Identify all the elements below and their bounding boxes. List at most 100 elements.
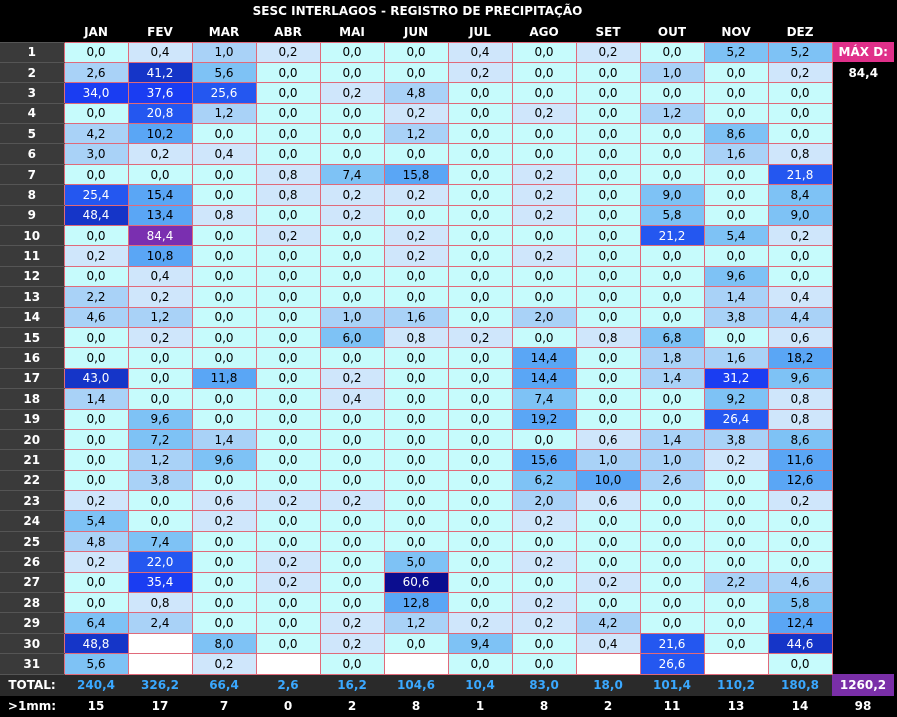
value-cell: 0,2 bbox=[511, 184, 577, 206]
value-cell: 9,4 bbox=[447, 632, 513, 655]
value-cell: 0,6 bbox=[575, 428, 641, 451]
value-cell bbox=[575, 653, 641, 675]
table-row: 28 0,0 0,8 0,0 0,0 0,0 12,8 0,0 0,2 0,0 0,0 0,0 5,8 bbox=[0, 592, 894, 614]
value-cell: 0,2 bbox=[63, 490, 129, 512]
value-cell: 0,0 bbox=[319, 530, 385, 553]
side-empty bbox=[832, 449, 894, 471]
value-cell: 0,0 bbox=[575, 530, 641, 553]
value-cell: 0,2 bbox=[447, 61, 513, 84]
table-row: 13 2,2 0,2 0,0 0,0 0,0 0,0 0,0 0,0 0,0 0,0 1,4 0,4 bbox=[0, 286, 894, 308]
value-cell: 3,0 bbox=[63, 143, 129, 165]
table-row: 31 5,6 0,2 0,0 0,0 0,0 26,6 0,0 bbox=[0, 653, 894, 675]
max-day-label: MÁX D: bbox=[832, 42, 894, 63]
value-cell: 7,4 bbox=[511, 388, 577, 410]
day-label: 10 bbox=[0, 225, 64, 247]
totals-row: TOTAL: 240,4 326,2 66,4 2,6 16,2 104,6 10,4 83,0… bbox=[0, 674, 894, 697]
value-cell: 1,2 bbox=[127, 449, 193, 471]
value-cell: 0,0 bbox=[191, 469, 257, 492]
count-cell: 11 bbox=[640, 696, 704, 717]
side-empty bbox=[832, 327, 894, 348]
value-cell: 0,0 bbox=[447, 204, 513, 227]
value-cell: 0,2 bbox=[575, 571, 641, 594]
value-cell: 21,6 bbox=[639, 632, 705, 655]
total-cell: 104,6 bbox=[384, 674, 448, 697]
day-label: 29 bbox=[0, 612, 64, 634]
value-cell: 8,6 bbox=[767, 428, 833, 451]
value-cell: 0,0 bbox=[127, 367, 193, 390]
value-cell: 0,0 bbox=[639, 612, 705, 634]
value-cell: 0,0 bbox=[191, 326, 257, 349]
value-cell: 0,0 bbox=[447, 367, 513, 390]
value-cell: 0,2 bbox=[191, 510, 257, 532]
value-cell: 0,0 bbox=[639, 571, 705, 594]
table-row: 17 43,0 0,0 11,8 0,0 0,2 0,0 0,0 14,4 0,0 1,4 31,2 9… bbox=[0, 367, 894, 390]
value-cell: 0,0 bbox=[319, 469, 385, 492]
value-cell: 0,0 bbox=[383, 469, 449, 492]
month-header: OUT bbox=[640, 22, 704, 42]
value-cell: 7,4 bbox=[319, 163, 385, 186]
value-cell: 4,4 bbox=[767, 306, 833, 328]
value-cell: 0,6 bbox=[191, 490, 257, 512]
value-cell: 0,0 bbox=[767, 245, 833, 267]
value-cell: 1,0 bbox=[575, 449, 641, 471]
value-cell: 0,0 bbox=[191, 612, 257, 634]
value-cell: 0,0 bbox=[255, 102, 321, 125]
side-empty bbox=[832, 490, 894, 511]
day-label: 12 bbox=[0, 266, 64, 288]
value-cell: 0,0 bbox=[511, 225, 577, 247]
value-cell: 0,2 bbox=[511, 551, 577, 573]
value-cell: 0,0 bbox=[255, 123, 321, 145]
value-cell: 0,0 bbox=[319, 449, 385, 471]
value-cell: 0,0 bbox=[575, 245, 641, 267]
month-header-row: JAN FEV MAR ABR MAI JUN JUL AGO SET OUT NOV DEZ bbox=[0, 22, 894, 43]
value-cell: 0,0 bbox=[63, 428, 129, 451]
value-cell: 0,0 bbox=[767, 551, 833, 573]
value-cell: 0,0 bbox=[255, 449, 321, 471]
day-label: 24 bbox=[0, 510, 64, 532]
value-cell: 0,0 bbox=[63, 408, 129, 430]
value-cell: 0,0 bbox=[191, 306, 257, 328]
value-cell: 0,0 bbox=[447, 265, 513, 288]
value-cell: 0,0 bbox=[511, 41, 577, 63]
value-cell: 1,4 bbox=[63, 388, 129, 410]
day-label: 13 bbox=[0, 286, 64, 308]
table-row: 11 0,2 10,8 0,0 0,0 0,0 0,2 0,0 0,2 0,0 0,0 0,0 0,0 bbox=[0, 245, 894, 267]
value-cell: 0,2 bbox=[255, 225, 321, 247]
value-cell: 1,2 bbox=[383, 612, 449, 634]
value-cell: 44,6 bbox=[767, 632, 833, 655]
value-cell: 0,0 bbox=[319, 143, 385, 165]
value-cell: 0,0 bbox=[703, 551, 769, 573]
side-empty bbox=[832, 225, 894, 246]
month-header: JAN bbox=[64, 22, 128, 42]
precipitation-table: JAN FEV MAR ABR MAI JUN JUL AGO SET OUT NOV DEZ 1 0,0… bbox=[0, 22, 894, 717]
value-cell: 0,0 bbox=[191, 408, 257, 430]
value-cell: 3,8 bbox=[127, 469, 193, 492]
table-row: 5 4,2 10,2 0,0 0,0 0,0 1,2 0,0 0,0 0,0 0,0 8,6 0,0 bbox=[0, 123, 894, 145]
table-row: 2 2,6 41,2 5,6 0,0 0,0 0,0 0,2 0,0 0,0 1,0 0,0 0,2 84… bbox=[0, 61, 894, 84]
value-cell: 0,0 bbox=[575, 510, 641, 532]
value-cell: 8,6 bbox=[703, 123, 769, 145]
value-cell: 0,0 bbox=[319, 123, 385, 145]
value-cell: 1,2 bbox=[639, 102, 705, 125]
value-cell: 0,2 bbox=[319, 612, 385, 634]
page-title: SESC INTERLAGOS - REGISTRO DE PRECIPITAÇ… bbox=[252, 4, 583, 18]
value-cell: 0,0 bbox=[191, 184, 257, 206]
value-cell: 0,0 bbox=[255, 388, 321, 410]
value-cell: 0,0 bbox=[191, 123, 257, 145]
value-cell: 0,4 bbox=[191, 143, 257, 165]
side-empty bbox=[832, 347, 894, 369]
value-cell: 0,0 bbox=[319, 510, 385, 532]
value-cell: 0,0 bbox=[191, 286, 257, 308]
side-empty bbox=[832, 123, 894, 144]
value-cell: 0,2 bbox=[511, 510, 577, 532]
value-cell: 25,6 bbox=[191, 82, 257, 104]
value-cell: 0,2 bbox=[127, 326, 193, 349]
value-cell: 0,0 bbox=[191, 225, 257, 247]
value-cell: 0,2 bbox=[767, 225, 833, 247]
value-cell: 0,0 bbox=[703, 490, 769, 512]
month-header: DEZ bbox=[768, 22, 832, 42]
value-cell: 0,0 bbox=[319, 347, 385, 369]
value-cell: 9,6 bbox=[191, 449, 257, 471]
day-label: 4 bbox=[0, 103, 64, 125]
day-label: 17 bbox=[0, 368, 64, 390]
